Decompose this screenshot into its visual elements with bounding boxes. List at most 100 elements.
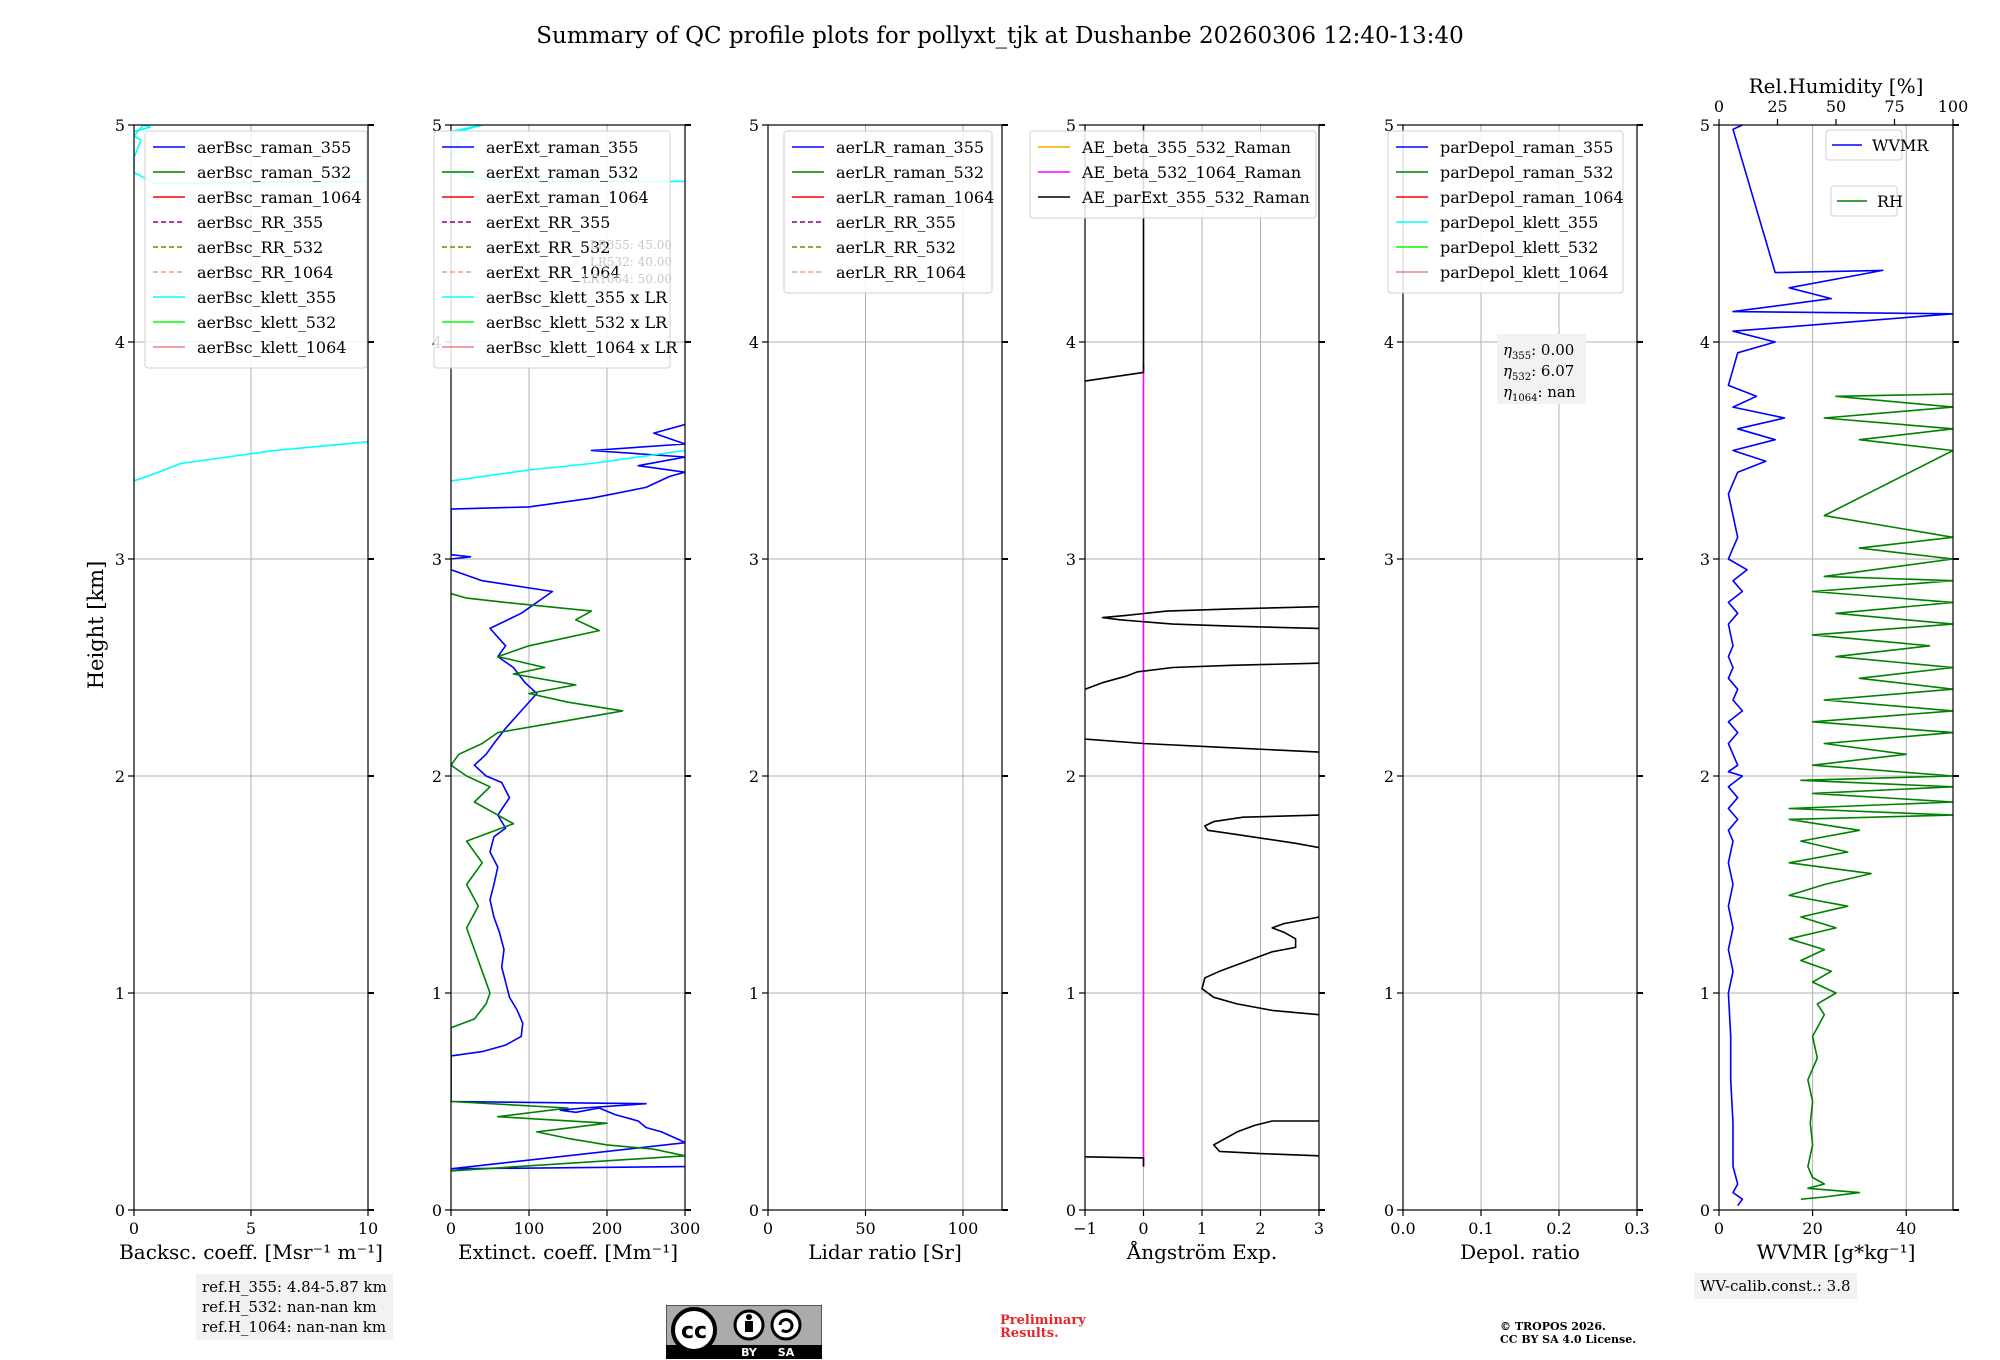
plot-frame (450, 124, 686, 1211)
ref-h-1064: ref.H_1064: nan-nan km (202, 1318, 387, 1336)
legend-label: aerExt_RR_1064 (486, 263, 621, 282)
x-tick-label: 0.1 (1468, 1219, 1493, 1238)
eta-value: η1064: nan (1503, 383, 1576, 404)
legend-label: parDepol_klett_532 (1440, 238, 1598, 257)
legend-label: aerBsc_raman_1064 (197, 188, 362, 207)
legend-frame (1387, 130, 1624, 294)
legend-label: RH (1877, 192, 1903, 211)
y-tick-label: 4 (1384, 333, 1394, 352)
y-tick-label: 3 (1384, 550, 1394, 569)
copyright-line-2: CC BY SA 4.0 License. (1500, 1333, 1637, 1346)
legend-label: aerBsc_klett_355 x LR (486, 288, 668, 307)
series-group (1085, 125, 1319, 1167)
legend-label: aerLR_RR_355 (836, 213, 956, 232)
x-tick-label: 0.0 (1390, 1219, 1415, 1238)
legend-label: aerLR_raman_355 (836, 138, 984, 157)
y-tick-label: 1 (749, 984, 759, 1003)
x-axis-label: WVMR [g*kg⁻¹] (1757, 1240, 1916, 1264)
y-tick-label: 5 (432, 116, 442, 135)
x-axis-label: Ångström Exp. (1126, 1239, 1277, 1264)
legend-frame (144, 130, 368, 369)
y-tick-label: 2 (432, 767, 442, 786)
y-tick-label: 3 (749, 550, 759, 569)
y-tick-label: 1 (1066, 984, 1076, 1003)
x-tick-label: 5 (246, 1219, 256, 1238)
legend-label: parDepol_klett_1064 (1440, 263, 1609, 282)
cc-license-logo: cc BY SA (666, 1305, 822, 1359)
cc-sa-text: SA (778, 1346, 795, 1359)
y-tick-label: 0 (1066, 1201, 1076, 1220)
legend: aerExt_raman_355 aerExt_raman_532 aerExt_r… (433, 130, 678, 369)
legend-label: WVMR (1872, 136, 1929, 155)
x-tick-label: 0 (446, 1219, 456, 1238)
eta-value: η532: 6.07 (1503, 362, 1574, 383)
legend-label: AE_beta_355_532_Raman (1081, 138, 1291, 157)
legend-label: aerLR_raman_1064 (836, 188, 994, 207)
figure-title: Summary of QC profile plots for pollyxt_… (536, 23, 1463, 49)
panel-ext: 0123450100200300Extinct. coeff. [Mm⁻¹]ae… (432, 116, 700, 1264)
legend-wvmr: WVMR (1825, 129, 1929, 161)
y-tick-label: 5 (749, 116, 759, 135)
y-tick-label: 0 (432, 1201, 442, 1220)
series-line-WVMR (1727, 125, 1953, 1207)
cc-by-text: BY (741, 1346, 758, 1359)
wv-calib-text: WV-calib.const.: 3.8 (1700, 1277, 1851, 1295)
legend-label: aerExt_raman_1064 (486, 188, 649, 207)
top-x-tick-label: 25 (1767, 97, 1787, 116)
y-tick-label: 4 (115, 333, 125, 352)
top-x-tick-label: 0 (1714, 97, 1724, 116)
legend-frame (1825, 129, 1903, 161)
legend: parDepol_raman_355 parDepol_raman_532 parD… (1387, 130, 1624, 294)
reference-height-box: ref.H_355: 4.84-5.87 km ref.H_532: nan-n… (196, 1274, 393, 1340)
panel-depol: 0 1 2 3 4 5 0.0 0.1 0.2 0.3 Depol. ratio parDepol_r… (1384, 116, 1650, 1264)
x-axis-label: Extinct. coeff. [Mm⁻¹] (458, 1240, 678, 1264)
plot-frame (767, 124, 1003, 1211)
legend-label: aerBsc_RR_355 (197, 213, 323, 232)
x-tick-label: 2 (1255, 1219, 1265, 1238)
copyright-note: © TROPOS 2026. CC BY SA 4.0 License. (1500, 1320, 1636, 1346)
legend-label: parDepol_raman_532 (1440, 163, 1613, 182)
legend-label: AE_parExt_355_532_Raman (1081, 188, 1310, 207)
legend-rh: RH (1830, 185, 1903, 217)
x-tick-label: 10 (358, 1219, 378, 1238)
y-tick-label: 2 (1384, 767, 1394, 786)
series-line-AE_parExt_355_532_Raman-seg4 (1204, 814, 1319, 849)
y-tick-label: 4 (749, 333, 759, 352)
legend-label: parDepol_klett_355 (1440, 213, 1598, 232)
legend-frame (433, 130, 671, 369)
y-tick-label: 3 (432, 550, 442, 569)
legend-label: AE_beta_532_1064_Raman (1081, 163, 1301, 182)
y-tick-label: 1 (432, 984, 442, 1003)
ref-h-355: ref.H_355: 4.84-5.87 km (202, 1278, 387, 1296)
x-tick-label: 50 (855, 1219, 875, 1238)
y-tick-label: 5 (1700, 116, 1710, 135)
x-axis-label: Lidar ratio [Sr] (808, 1240, 962, 1264)
y-tick-label: 0 (749, 1201, 759, 1220)
y-tick-label: 5 (1066, 116, 1076, 135)
series-line-aerExt_raman_532 (451, 592, 685, 1172)
y-tick-label: 2 (115, 767, 125, 786)
y-tick-label: 3 (115, 550, 125, 569)
series-line-aerBsc_klett_355 (134, 441, 368, 482)
x-axis-label: Depol. ratio (1460, 1240, 1580, 1264)
copyright-line-1: © TROPOS 2026. (1500, 1320, 1606, 1333)
y-tick-label: 3 (1700, 550, 1710, 569)
x-tick-label: 0.2 (1546, 1219, 1571, 1238)
legend-label: aerLR_raman_532 (836, 163, 984, 182)
preliminary-line-2: Results. (1000, 1326, 1059, 1341)
x-tick-label: 0 (129, 1219, 139, 1238)
top-x-tick-label: 50 (1826, 97, 1846, 116)
series-line-AE_parExt_355_532_Raman-seg2 (1212, 1120, 1319, 1157)
legend-label: aerBsc_klett_532 (197, 313, 336, 332)
preliminary-note: Preliminary Results. (1000, 1314, 1086, 1340)
top-x-tick-label: 75 (1884, 97, 1904, 116)
legend-label: aerExt_RR_355 (486, 213, 610, 232)
series-line-AE_parExt_355_532_Raman-seg1 (1085, 1156, 1145, 1167)
legend-label: parDepol_raman_1064 (1440, 188, 1624, 207)
eta-value: η355: 0.00 (1503, 341, 1574, 362)
series-line-AE_parExt_355_532_Raman-seg3 (1201, 916, 1319, 1016)
y-tick-label: 3 (1066, 550, 1076, 569)
